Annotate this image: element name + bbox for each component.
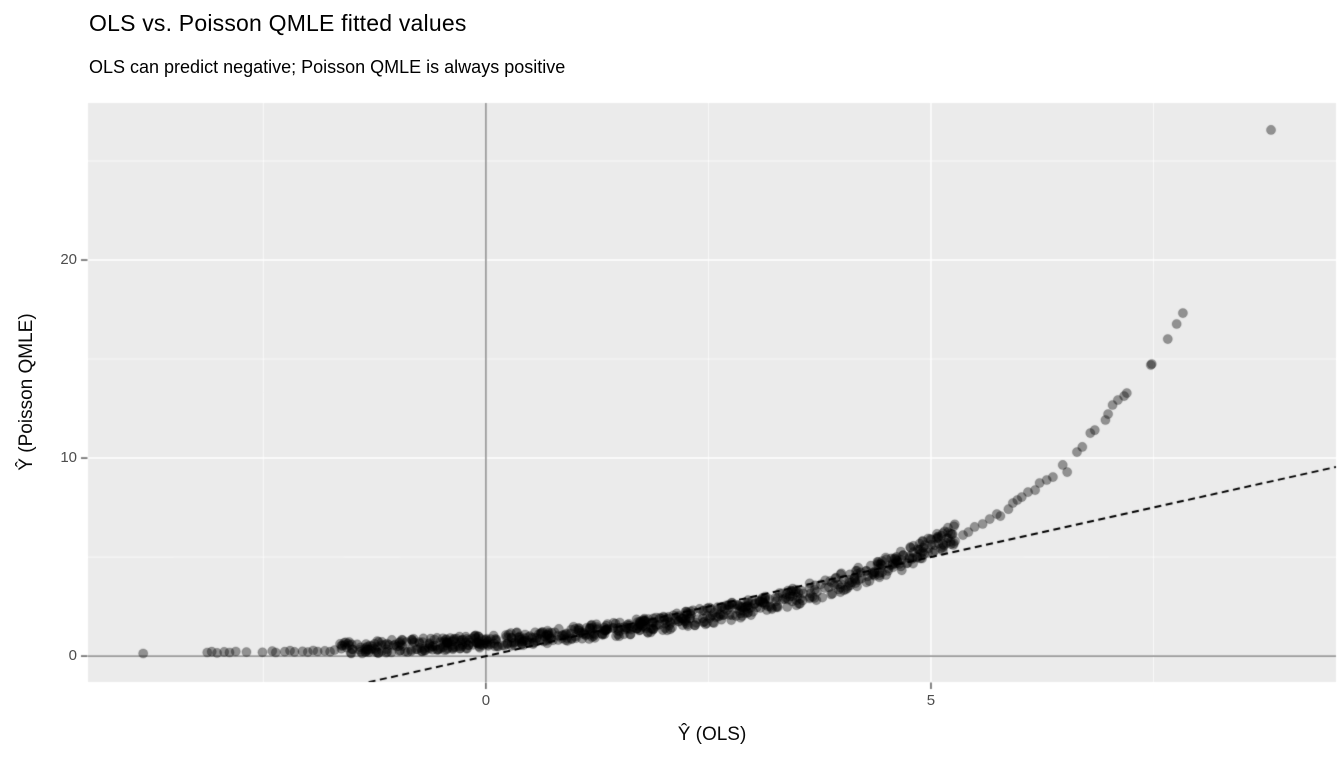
y-tick-label: 0 — [68, 647, 77, 665]
chart-title: OLS vs. Poisson QMLE fitted values — [89, 10, 467, 36]
x-axis-title: Ŷ (OLS) — [677, 724, 747, 745]
chart-subtitle: OLS can predict negative; Poisson QMLE i… — [89, 57, 566, 77]
x-tick-label: 0 — [481, 692, 491, 709]
y-tick-label: 20 — [60, 251, 77, 269]
y-tick-label: 10 — [60, 449, 77, 467]
x-tick-label: 5 — [926, 692, 936, 709]
y-axis-title: Ŷ (Poisson QMLE) — [16, 313, 37, 471]
